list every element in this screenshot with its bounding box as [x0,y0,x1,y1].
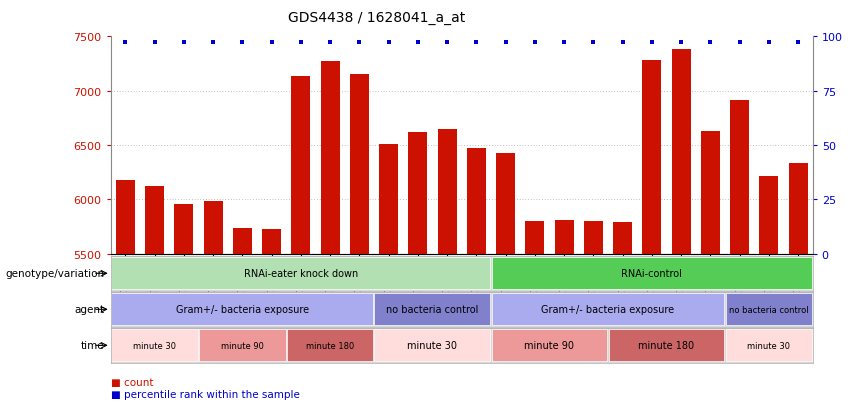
Text: ■ percentile rank within the sample: ■ percentile rank within the sample [111,389,300,399]
Text: ■ count: ■ count [111,377,153,387]
Bar [116,180,134,254]
Bar [584,221,603,254]
Bar [555,221,574,254]
Bar [613,223,632,254]
Bar [701,131,720,254]
Text: Gram+/- bacteria exposure: Gram+/- bacteria exposure [541,304,675,315]
Bar [203,202,222,254]
Text: RNAi-eater knock down: RNAi-eater knock down [243,268,358,279]
Bar [726,293,812,326]
Bar [759,177,779,254]
Bar [379,145,398,254]
Bar [789,164,808,254]
Bar [437,129,456,254]
Bar [262,229,281,254]
Text: minute 180: minute 180 [638,340,694,351]
Bar [496,153,515,254]
Bar [467,149,486,254]
Bar [525,221,545,254]
Bar [321,62,340,254]
Bar [408,133,427,254]
Bar [199,329,286,362]
Bar [291,77,311,254]
Bar [233,228,252,254]
Bar [730,101,749,254]
Text: minute 30: minute 30 [408,340,458,351]
Bar [374,329,490,362]
Text: no bacteria control: no bacteria control [386,304,478,315]
Bar [492,257,812,290]
Text: Gram+/- bacteria exposure: Gram+/- bacteria exposure [175,304,309,315]
Text: minute 90: minute 90 [220,341,264,350]
Bar [174,204,193,254]
Bar [374,293,490,326]
Text: agent: agent [75,304,105,315]
Text: genotype/variation: genotype/variation [6,268,105,279]
Bar [111,257,490,290]
Text: time: time [81,340,105,351]
Bar [492,293,724,326]
Bar [492,329,608,362]
Bar [287,329,374,362]
Bar [726,329,812,362]
Bar [643,61,661,254]
Bar [671,50,690,254]
Text: GDS4438 / 1628041_a_at: GDS4438 / 1628041_a_at [288,11,465,25]
Bar [350,75,368,254]
Text: minute 90: minute 90 [524,340,574,351]
Text: minute 30: minute 30 [747,341,791,350]
Text: minute 30: minute 30 [133,341,176,350]
Bar [111,329,197,362]
Bar [111,293,374,326]
Bar [145,187,164,254]
Text: no bacteria control: no bacteria control [729,305,808,314]
Bar [608,329,724,362]
Text: minute 180: minute 180 [306,341,354,350]
Text: RNAi-control: RNAi-control [621,268,683,279]
